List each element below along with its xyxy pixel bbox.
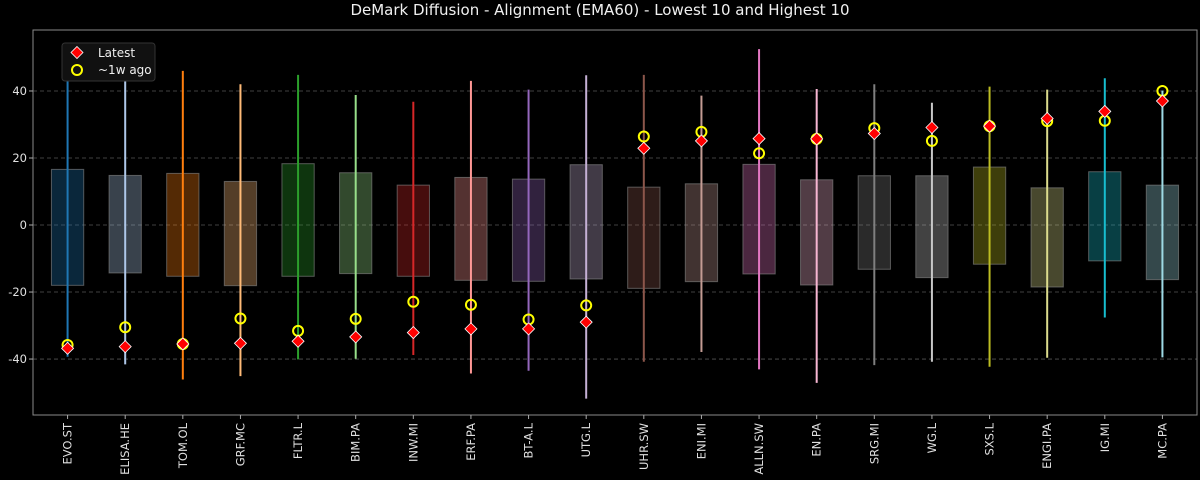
y-axis: -40 -20 0 20 40 [8,84,33,366]
y-tick-label: 40 [12,84,27,98]
legend-box [61,42,156,82]
point-latest [867,126,881,141]
category-group [511,89,546,371]
category-group [339,95,373,359]
point-latest [752,131,766,146]
x-tick-label: ENGI.PA [1040,423,1054,469]
category-group [972,86,1007,367]
category-group [569,75,603,399]
point-latest [637,141,651,155]
point-latest [1040,111,1054,126]
category-group [454,80,488,374]
category-group [281,74,315,360]
point-latest [406,326,420,340]
point-latest [1155,94,1169,108]
x-tick-label: WG.L [925,422,939,453]
point-latest [61,341,75,355]
category-group [742,49,776,370]
point-1w-ago [925,134,938,147]
category-group [1145,84,1180,358]
point-1w-ago [753,147,766,160]
point-latest [1098,104,1112,118]
x-tick-label: ENI.MI [694,423,708,459]
x-tick-label: ALLN.SW [752,423,766,475]
x-tick-label: MC.PA [1155,423,1169,459]
x-tick-label: SRG.MI [867,423,881,464]
x-tick-label: FLTR.L [291,422,305,459]
point-latest [925,120,939,135]
legend-circle-icon [71,64,83,76]
category-group [108,79,142,365]
point-1w-ago [580,299,593,312]
point-latest [810,132,824,146]
point-latest [464,322,478,336]
x-tick-label: EVO.ST [61,422,75,464]
x-tick-label: BIM.PA [349,423,363,462]
x-tick-label: EN.PA [810,423,824,457]
x-tick-label: UHR.SW [637,423,651,470]
legend-label-latest: Latest [98,46,135,60]
grid [33,90,1197,360]
category-group [1088,78,1122,318]
point-1w-ago [234,312,247,325]
x-tick-label: ELISA.HE [118,423,132,475]
category-group [223,84,258,377]
category-group [1030,89,1064,358]
point-1w-ago [119,321,132,334]
point-latest [233,336,248,350]
point-latest [349,330,363,344]
x-tick-label: SXS.L [983,422,997,455]
category-group [800,88,834,383]
point-latest [982,119,997,133]
category-group [627,74,661,362]
point-1w-ago [407,295,420,308]
point-latest [694,134,709,148]
chart-title: DeMark Diffusion - Alignment (EMA60) - L… [350,1,849,19]
point-1w-ago [349,312,362,325]
legend: Latest ~1w ago [61,42,156,82]
point-1w-ago [637,130,650,143]
plot-frame [32,29,1198,416]
x-axis: EVO.ST ELISA.HE TOM.OL GRF.MC FLTR.L BIM.PA IN… [61,415,1169,475]
point-1w-ago [464,298,477,311]
category-group [166,70,200,380]
point-latest [579,315,593,329]
x-tick-label: GRF.MC [233,423,247,466]
point-latest [176,337,190,351]
x-tick-label: UTG.L [579,422,593,457]
category-group [50,59,85,357]
category-group [857,84,891,366]
plot-marks [50,49,1180,399]
category-group [684,95,719,353]
y-tick-label: 0 [20,218,27,232]
point-latest [521,322,536,336]
legend-label-1w-ago: ~1w ago [98,63,152,77]
point-latest [291,334,305,348]
category-group [396,101,430,356]
legend-diamond-icon [70,45,84,60]
x-tick-label: IG.MI [1098,423,1112,452]
y-tick-label: -20 [8,285,27,299]
x-tick-label: INW.MI [406,423,420,462]
category-group [915,102,949,362]
point-latest [118,340,132,354]
y-tick-label: 20 [12,151,27,165]
y-tick-label: -40 [8,352,27,366]
x-tick-label: ERF.PA [464,423,478,461]
x-tick-label: TOM.OL [176,422,190,469]
x-tick-label: BT-A.L [522,422,536,458]
